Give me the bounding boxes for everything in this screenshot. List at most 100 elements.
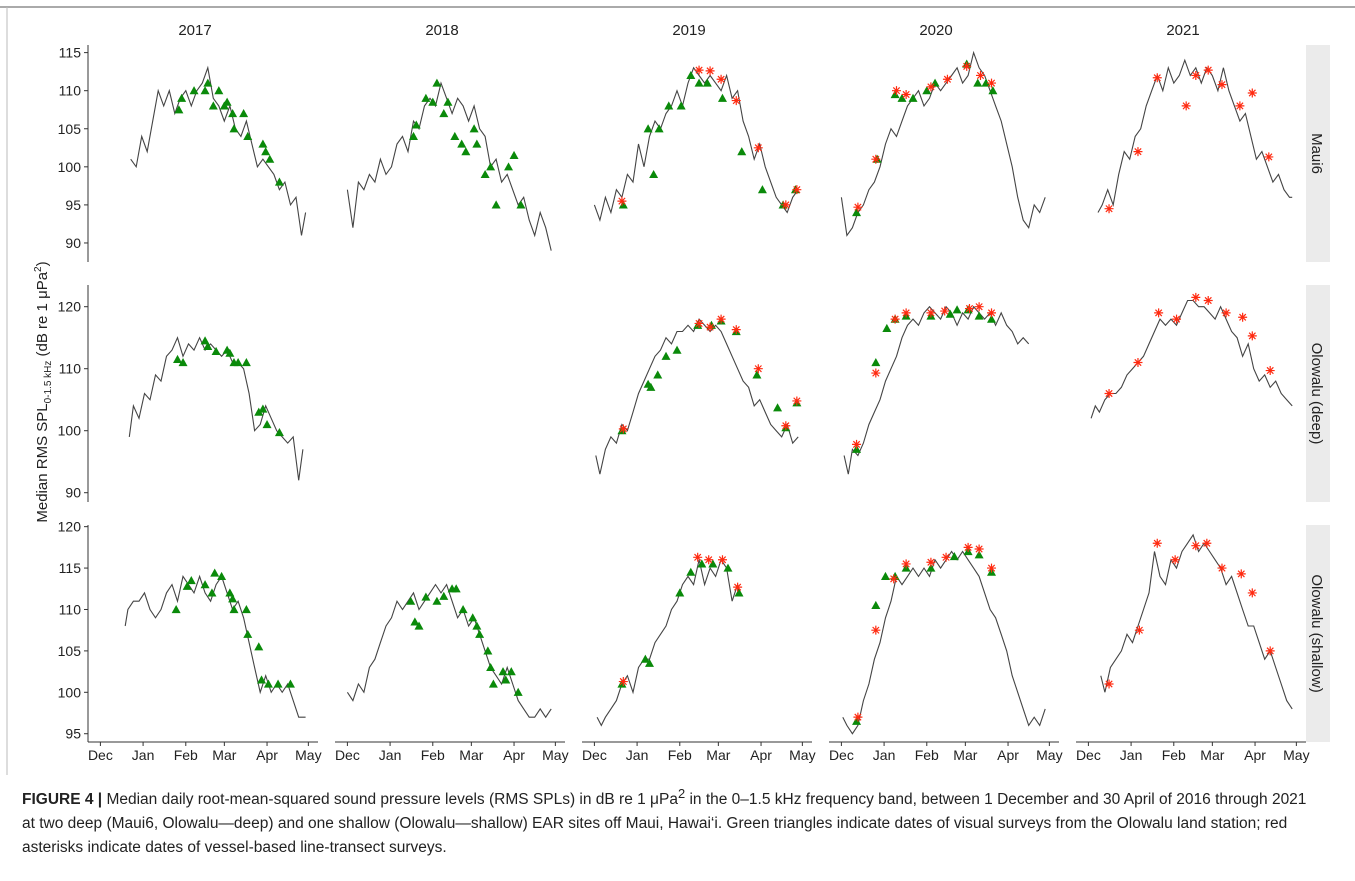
visual-survey-marker [672,345,682,354]
vessel-survey-marker [1202,538,1212,548]
vessel-survey-marker [1152,538,1162,548]
vessel-survey-marker [705,66,715,76]
visual-survey-marker [207,588,217,597]
visual-survey-marker [469,124,479,133]
visual-survey-marker [439,109,449,118]
caption-label: FIGURE 4 | [22,791,103,809]
vessel-survey-marker [1203,296,1213,305]
y-tick-label: 90 [65,485,81,501]
vessel-survey-marker [617,196,627,206]
vessel-survey-marker [974,302,984,312]
strip-label: Olowalu (deep) [1308,343,1325,445]
visual-survey-marker [439,591,449,600]
vessel-survey-marker [1191,541,1201,551]
vessel-survey-marker [1265,366,1275,376]
y-axis-label: Median RMS SPL0-1.5 kHz (dB re 1 μPa2) [33,261,54,522]
visual-survey-marker [486,162,496,171]
visual-survey-marker [973,78,983,87]
strip-label: Maui6 [1308,133,1325,174]
spl-line [1100,533,1293,710]
visual-survey-marker [644,658,654,667]
visual-survey-marker [273,679,283,688]
y-label-sub: 0-1.5 kHz [43,361,54,404]
visual-survey-marker [177,93,187,102]
x-tick-label: Apr [256,747,278,763]
vessel-survey-marker [733,582,743,592]
visual-survey-marker [922,86,932,95]
visual-survey-marker [852,208,862,217]
visual-survey-marker [174,105,184,114]
visual-survey-marker [182,581,192,590]
visual-survey-marker [686,70,696,80]
visual-survey-marker [241,604,251,614]
spl-line [128,336,304,481]
visual-survey-marker [432,78,442,87]
x-tick-label: Feb [421,747,445,763]
y-tick-label: 120 [58,299,82,315]
x-tick-label: Dec [582,747,607,763]
visual-survey-marker [406,596,416,605]
vessel-survey-marker [792,396,802,406]
vessel-survey-marker [1247,588,1257,598]
y-tick-label: 110 [59,83,82,99]
x-tick-label: Feb [668,747,692,763]
vessel-survey-marker [889,574,899,584]
vessel-survey-marker [792,185,802,195]
vessel-survey-marker [1133,358,1143,367]
vessel-survey-marker [1217,80,1227,90]
y-tick-label: 120 [58,519,82,535]
x-tick-label: Feb [1162,747,1186,763]
vessel-survey-marker [716,314,726,324]
vessel-survey-marker [853,712,863,722]
y-tick-label: 110 [59,361,82,377]
spl-line [1090,299,1293,419]
visual-survey-marker [411,120,421,129]
vessel-survey-marker [753,143,763,153]
y-tick-label: 100 [58,423,82,439]
visual-survey-marker [208,101,218,110]
visual-survey-marker [516,200,526,209]
y-label-sup: 2 [33,266,44,272]
spl-line [346,81,552,251]
vessel-survey-marker [1170,555,1180,565]
visual-survey-marker [451,584,461,593]
visual-survey-marker [880,571,890,580]
visual-survey-marker [646,382,656,391]
vessel-survey-marker [705,322,715,332]
vessel-survey-marker [1134,625,1144,635]
visual-survey-marker [988,86,998,95]
vessel-survey-marker [941,552,951,562]
spl-line [1097,58,1293,213]
visual-survey-marker [480,169,490,179]
visual-survey-marker [757,185,767,194]
vessel-survey-marker [987,308,997,318]
y-label-rest: (dB re 1 μPa [34,271,51,360]
vessel-survey-marker [901,89,911,99]
vessel-survey-marker [975,70,985,80]
spl-line [124,574,306,718]
x-tick-label: Apr [750,747,772,763]
vessel-survey-marker [1265,646,1275,656]
visual-survey-marker [871,358,881,367]
x-tick-label: Dec [335,747,360,763]
x-tick-label: Jan [873,747,896,763]
vessel-survey-marker [1181,101,1191,111]
visual-survey-marker [945,309,955,318]
vessel-survey-marker [693,552,703,562]
visual-survey-marker [981,78,991,87]
y-tick-label: 115 [59,560,82,576]
caption: FIGURE 4 | Median daily root-mean-square… [22,782,1322,860]
visual-survey-marker [214,86,224,95]
visual-survey-marker [649,169,659,179]
spl-line [593,66,799,223]
visual-survey-marker [488,679,498,688]
vessel-survey-marker [704,555,714,565]
x-tick-label: Mar [1200,747,1224,763]
caption-sup: 2 [677,786,686,801]
y-tick-label: 115 [59,45,82,61]
visual-survey-marker [987,314,997,323]
spl-line [840,50,1046,237]
vessel-survey-marker [1247,88,1257,98]
visual-survey-marker [173,354,183,363]
